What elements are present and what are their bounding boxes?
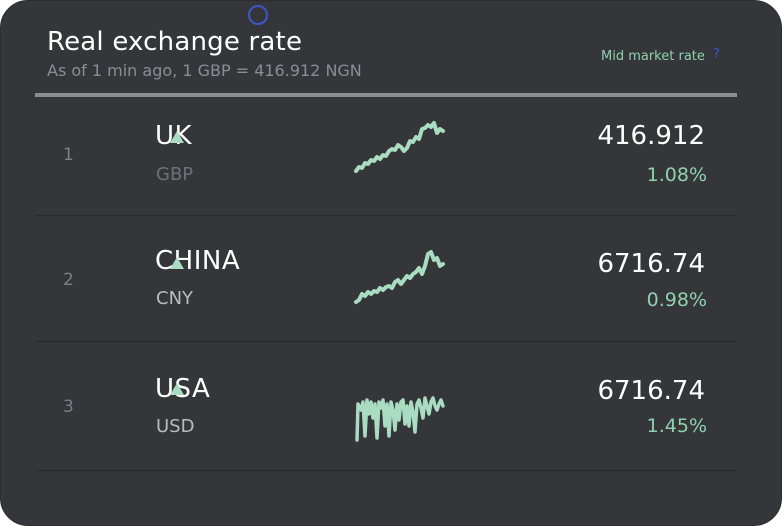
mid-market-rate-link[interactable]: Mid market rate (601, 49, 705, 64)
currency-row-usa[interactable]: 3 USA USD 6716.74 1.45% (35, 342, 737, 468)
currency-code: USD (156, 416, 195, 437)
rate-change-percent: 1.45% (646, 415, 707, 437)
row-rank: 2 (63, 270, 74, 290)
row-rank: 1 (63, 145, 74, 165)
row-divider (35, 470, 737, 471)
up-triangle-icon (170, 257, 184, 269)
up-triangle-icon (170, 131, 184, 143)
currency-code: CNY (156, 288, 194, 309)
sparkline-chart (354, 121, 445, 173)
currency-row-china[interactable]: 2 CHINA CNY 6716.74 0.98% (35, 216, 737, 342)
rate-change-percent: 0.98% (646, 289, 707, 311)
row-divider (35, 341, 737, 342)
exchange-rate-value: 416.912 (597, 121, 705, 151)
cursor-ring-icon (248, 5, 268, 25)
rate-change-percent: 1.08% (646, 164, 707, 186)
country-name: CHINA (155, 246, 241, 276)
header-divider (35, 93, 737, 97)
rate-subtitle: As of 1 min ago, 1 GBP = 416.912 NGN (47, 61, 362, 80)
row-divider (35, 215, 737, 216)
up-triangle-icon (170, 383, 184, 395)
help-icon[interactable]: ? (713, 47, 720, 62)
sparkline-chart (355, 396, 445, 442)
currency-code: GBP (156, 164, 194, 185)
exchange-rate-value: 6716.74 (597, 376, 705, 406)
row-rank: 3 (63, 397, 74, 417)
sparkline-chart (354, 250, 445, 304)
page-title: Real exchange rate (47, 27, 303, 57)
currency-row-uk[interactable]: 1 UK GBP 416.912 1.08% (35, 97, 737, 223)
exchange-rate-value: 6716.74 (597, 249, 705, 279)
